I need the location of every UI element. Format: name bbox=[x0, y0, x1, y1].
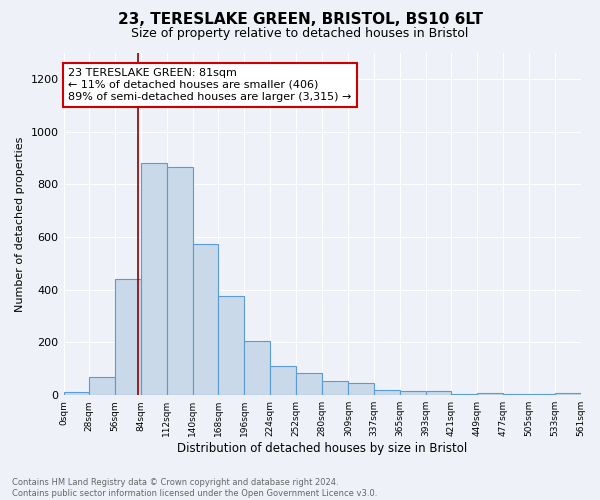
Bar bbox=[529, 394, 554, 395]
Text: 23 TERESLAKE GREEN: 81sqm
← 11% of detached houses are smaller (406)
89% of semi: 23 TERESLAKE GREEN: 81sqm ← 11% of detac… bbox=[68, 68, 352, 102]
Bar bbox=[141, 163, 167, 395]
Bar bbox=[296, 373, 322, 395]
Y-axis label: Number of detached properties: Number of detached properties bbox=[15, 136, 25, 312]
Bar bbox=[348, 384, 374, 395]
Text: Contains HM Land Registry data © Crown copyright and database right 2024.
Contai: Contains HM Land Registry data © Crown c… bbox=[12, 478, 377, 498]
Bar bbox=[322, 380, 348, 395]
Bar bbox=[451, 394, 477, 395]
Bar bbox=[503, 394, 529, 395]
Text: Size of property relative to detached houses in Bristol: Size of property relative to detached ho… bbox=[131, 28, 469, 40]
Bar bbox=[374, 390, 400, 395]
X-axis label: Distribution of detached houses by size in Bristol: Distribution of detached houses by size … bbox=[177, 442, 467, 455]
Bar bbox=[244, 341, 270, 395]
Bar bbox=[425, 392, 451, 395]
Bar bbox=[270, 366, 296, 395]
Bar bbox=[89, 378, 115, 395]
Bar bbox=[167, 167, 193, 395]
Bar bbox=[554, 392, 581, 395]
Text: 23, TERESLAKE GREEN, BRISTOL, BS10 6LT: 23, TERESLAKE GREEN, BRISTOL, BS10 6LT bbox=[118, 12, 482, 28]
Bar bbox=[218, 296, 244, 395]
Bar bbox=[400, 390, 425, 395]
Bar bbox=[477, 393, 503, 395]
Bar bbox=[64, 392, 89, 395]
Bar bbox=[193, 244, 218, 395]
Bar bbox=[115, 279, 141, 395]
